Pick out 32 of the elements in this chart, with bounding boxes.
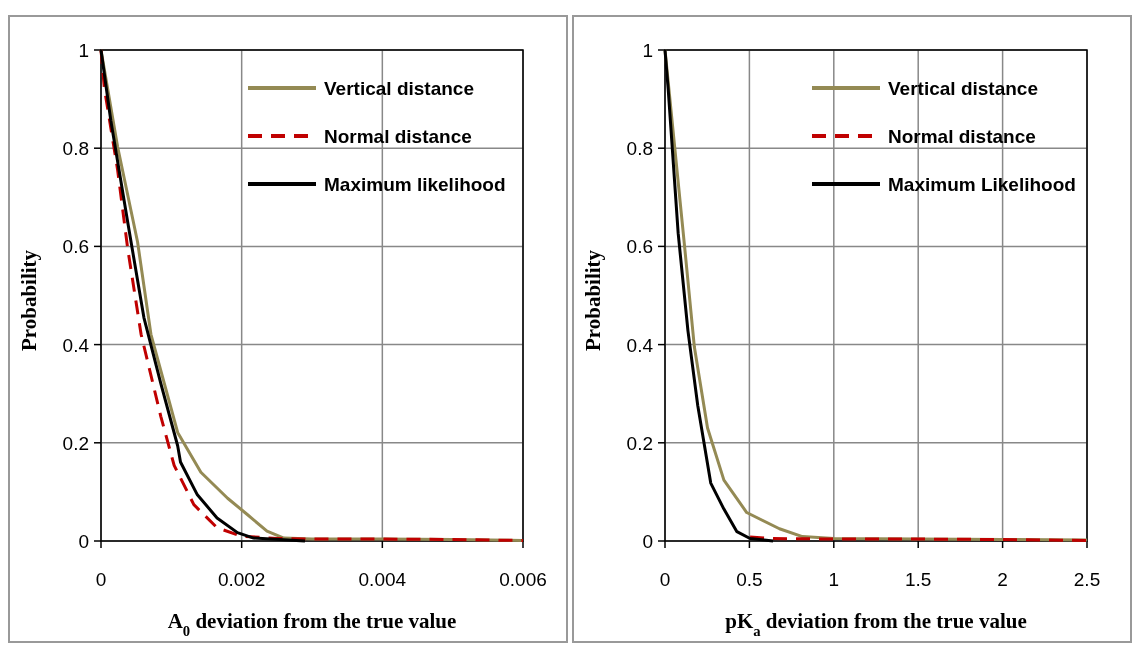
legend-label: Vertical distance — [888, 78, 1038, 99]
y-tick-label: 0.8 — [626, 138, 653, 160]
y-tick-label: 0.4 — [626, 334, 654, 356]
x-axis-title: pK$_{a}$ deviation from the true value — [725, 609, 1027, 639]
x-tick-label: 0.002 — [217, 569, 266, 590]
y-tick-label: 0 — [642, 531, 653, 552]
x-tick-label: 0.004 — [358, 569, 407, 590]
x-tick-label: 0.006 — [499, 569, 547, 590]
x-axis-title: A$_{0}$ deviation from the true value — [167, 609, 457, 639]
x-tick-label: 2.5 — [1073, 569, 1101, 590]
x-tick-label: 0.5 — [736, 569, 763, 590]
y-tick-label: 0.2 — [62, 432, 89, 454]
y-tick-label: 0.4 — [62, 334, 90, 356]
y-axis-title: Probability — [17, 249, 41, 352]
y-tick-label: 0.8 — [62, 138, 89, 160]
legend-label: Normal distance — [324, 126, 472, 147]
x-tick-label: 0 — [659, 569, 671, 590]
x-tick-label: 1.5 — [904, 569, 932, 590]
legend-label: Maximum likelihood — [324, 174, 506, 195]
legend-label: Maximum Likelihood — [888, 174, 1076, 195]
y-axis-title: Probability — [581, 249, 605, 352]
x-tick-label: 1 — [828, 569, 840, 590]
y-tick-label: 1 — [78, 40, 89, 61]
y-tick-label: 0.6 — [62, 236, 89, 258]
x-tick-label: 2 — [997, 569, 1008, 590]
legend-label: Vertical distance — [324, 78, 474, 99]
legend-label: Normal distance — [888, 126, 1036, 147]
y-tick-label: 0 — [78, 531, 89, 552]
y-tick-label: 0.2 — [626, 432, 653, 454]
y-tick-label: 1 — [642, 40, 653, 61]
y-tick-label: 0.6 — [626, 236, 653, 258]
x-tick-label: 0 — [95, 569, 107, 590]
